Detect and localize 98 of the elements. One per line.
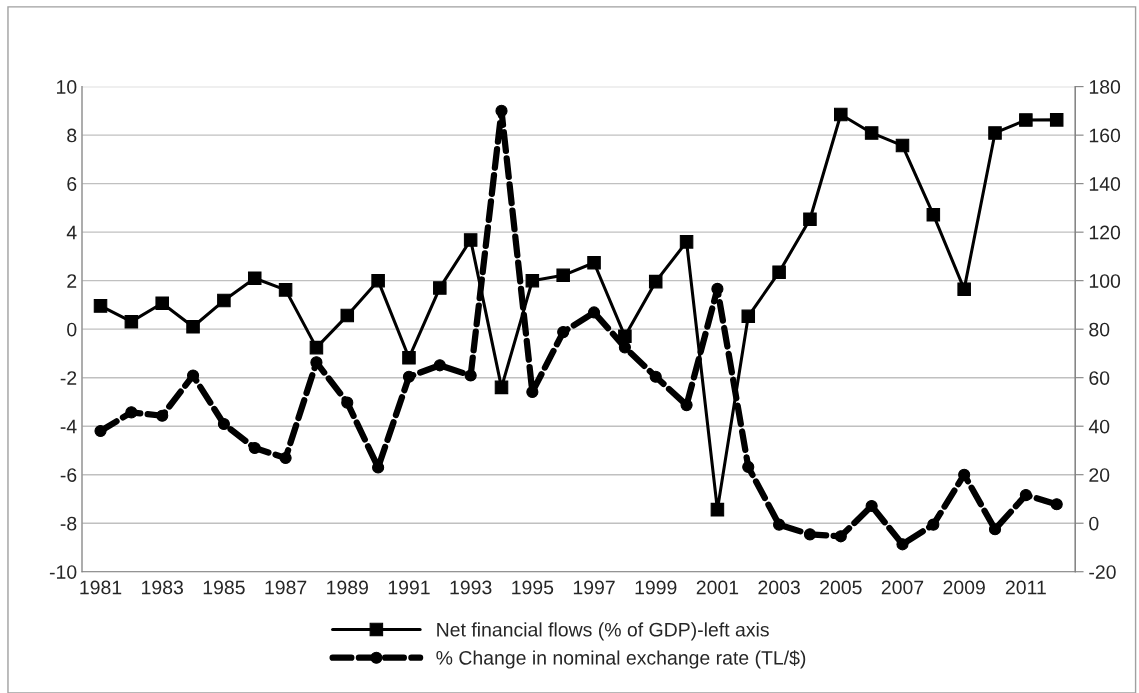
y2-tick-label: 40 xyxy=(1088,419,1110,434)
point xyxy=(217,417,230,431)
x-tick-label: 2001 xyxy=(696,580,739,595)
point xyxy=(494,380,509,395)
legend-label: % Change in nominal exchange rate (TL/$) xyxy=(436,650,806,669)
y2-tick-label: 60 xyxy=(1089,371,1110,385)
point xyxy=(864,126,879,140)
y-tick-label: 10 xyxy=(57,80,77,94)
x-tick-label: 1997 xyxy=(573,580,615,595)
point xyxy=(926,207,941,222)
y2-tick-label: 120 xyxy=(1089,225,1121,240)
y-tick-label: 4 xyxy=(66,225,77,240)
y2-tick-label: 140 xyxy=(1089,177,1121,191)
x-tick-label: 1985 xyxy=(203,580,245,595)
point xyxy=(124,314,139,329)
point xyxy=(679,235,694,249)
x-tick-label: 2007 xyxy=(881,580,924,595)
point xyxy=(587,255,601,270)
y-tick-label: 6 xyxy=(67,177,77,191)
point xyxy=(309,340,324,355)
y-tick-label: -2 xyxy=(60,371,77,385)
point xyxy=(402,370,416,383)
point xyxy=(341,396,354,409)
point xyxy=(433,359,446,372)
y2-tick-label: 80 xyxy=(1089,322,1110,337)
x-tick-label: 1983 xyxy=(142,580,183,595)
y-tick-label: 0 xyxy=(67,322,77,337)
point xyxy=(927,518,940,531)
point xyxy=(742,460,755,474)
x-tick-label: 2005 xyxy=(820,580,862,595)
point xyxy=(278,283,293,297)
point xyxy=(526,385,539,399)
point xyxy=(186,319,200,334)
y2-tick-label: -20 xyxy=(1089,565,1116,579)
y2-tick-label: 0 xyxy=(1089,516,1099,531)
point xyxy=(186,369,200,382)
point xyxy=(463,233,478,247)
y-tick-label: -4 xyxy=(60,419,77,434)
point xyxy=(895,138,910,153)
point xyxy=(94,424,107,438)
point xyxy=(557,326,570,339)
point xyxy=(587,306,601,319)
y2-tick-label: 100 xyxy=(1089,274,1121,288)
point xyxy=(433,281,447,295)
x-tick-label: 1995 xyxy=(512,580,554,595)
point xyxy=(649,370,662,383)
point xyxy=(1019,113,1033,127)
x-tick-label: 2003 xyxy=(758,580,800,595)
point xyxy=(896,538,909,551)
point xyxy=(156,409,169,422)
x-tick-label: 1993 xyxy=(450,580,492,595)
x-tick-label: 2009 xyxy=(943,580,985,595)
point xyxy=(834,107,848,122)
point xyxy=(865,499,878,513)
point xyxy=(371,273,385,288)
y2-tick-label: 180 xyxy=(1089,80,1121,94)
point xyxy=(279,451,292,465)
point xyxy=(803,528,817,541)
x-tick-label: 1981 xyxy=(80,580,122,595)
x-tick-label: 1989 xyxy=(327,580,368,595)
point xyxy=(988,126,1002,140)
point xyxy=(772,265,786,279)
y-tick-label: 2 xyxy=(67,274,77,288)
point xyxy=(340,308,355,323)
point xyxy=(834,530,847,543)
y2-tick-label: 20 xyxy=(1089,468,1110,482)
point xyxy=(155,296,169,310)
y2-tick-label: 160 xyxy=(1089,128,1121,143)
y-tick-label: 8 xyxy=(67,128,77,143)
point xyxy=(803,212,817,227)
point xyxy=(1019,489,1032,502)
x-tick-label: 1999 xyxy=(635,580,677,595)
x-tick-label: 1991 xyxy=(388,580,430,595)
point xyxy=(125,406,138,419)
point xyxy=(525,273,540,288)
y-tick-label: -10 xyxy=(49,565,77,579)
y-tick-label: -6 xyxy=(60,468,77,482)
point xyxy=(93,299,108,313)
point xyxy=(741,309,756,324)
point xyxy=(710,502,725,517)
point xyxy=(988,523,1002,536)
x-tick-label: 2011 xyxy=(1005,580,1046,595)
y-tick-label: -8 xyxy=(60,516,77,531)
point xyxy=(247,271,262,286)
point xyxy=(711,282,724,295)
point xyxy=(402,351,416,365)
legend-label: Net financial flows (% of GDP)-left axis xyxy=(437,622,769,641)
point xyxy=(648,274,663,289)
point xyxy=(464,369,477,382)
point xyxy=(217,293,231,308)
point xyxy=(495,104,508,117)
point xyxy=(1049,113,1064,127)
point xyxy=(248,441,261,455)
point xyxy=(1050,498,1063,511)
point xyxy=(556,268,570,283)
x-tick-label: 1987 xyxy=(265,580,307,595)
point xyxy=(957,282,971,296)
point xyxy=(773,518,786,531)
